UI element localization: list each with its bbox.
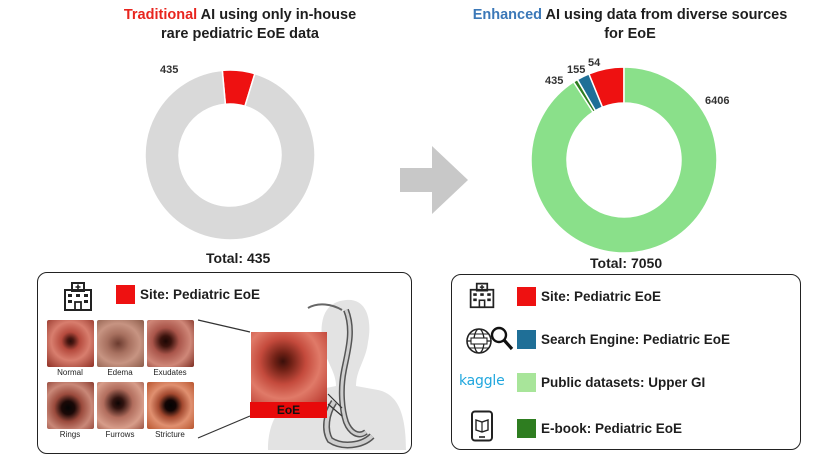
- left-total-label: Total: 435: [206, 250, 271, 266]
- endoscopy-stricture-thumbnail: [147, 382, 194, 429]
- thumb-caption: Furrows: [105, 430, 135, 439]
- donut-slice-public-datasets-upper-gi: [530, 66, 718, 254]
- left-donut-chart: [144, 69, 316, 241]
- hospital-icon: [469, 282, 495, 309]
- legend-swatch: [517, 287, 536, 306]
- title-text-line2: for EoE: [604, 26, 656, 42]
- title-highlight-traditional: Traditional: [123, 7, 198, 23]
- legend-label: Site: Pediatric EoE: [541, 289, 662, 304]
- left-value-label-435: 435: [160, 64, 178, 76]
- right-value-label-155: 155: [567, 64, 585, 76]
- legend-swatch: [517, 330, 536, 349]
- thumb-caption: Rings: [59, 430, 81, 439]
- endoscopy-normal-thumbnail: [47, 320, 94, 367]
- legend-item-search-engine: Search Engine: Pediatric EoE: [517, 330, 730, 349]
- eoe-endoscopy-image: [251, 332, 327, 402]
- legend-label: Site: Pediatric EoE: [140, 287, 261, 302]
- right-chart-title: Enhanced AI using data from diverse sour…: [440, 6, 820, 44]
- hospital-icon: [64, 282, 92, 311]
- endoscopy-exudates-thumbnail: [147, 320, 194, 367]
- right-arrow-icon: [400, 146, 468, 214]
- title-highlight-enhanced: Enhanced: [472, 7, 543, 23]
- globe-search-icon: [466, 326, 514, 354]
- ebook-tablet-icon: [471, 410, 493, 442]
- legend-item-ebook: E-book: Pediatric EoE: [517, 419, 682, 438]
- thumb-caption: Stricture: [155, 430, 185, 439]
- thumb-caption: Edema: [107, 368, 133, 377]
- legend-swatch: [517, 373, 536, 392]
- endoscopy-edema-thumbnail: [97, 320, 144, 367]
- right-value-label-6406: 6406: [705, 95, 729, 107]
- legend-swatch-red: [116, 285, 135, 304]
- title-text: AI using only in-house: [197, 7, 357, 23]
- legend-label: E-book: Pediatric EoE: [541, 421, 683, 436]
- thumb-caption: Normal: [57, 368, 83, 377]
- thumb-caption: Exudates: [153, 368, 187, 377]
- eoe-label: EoE: [250, 402, 327, 418]
- legend-item-public-datasets: Public datasets: Upper GI: [517, 373, 705, 392]
- legend-site-pediatric-eoe: Site: Pediatric EoE: [116, 285, 260, 304]
- right-value-label-54: 54: [588, 57, 601, 69]
- left-chart-title: Traditional AI using only in-house rare …: [80, 6, 400, 44]
- title-text-line2: rare pediatric EoE data: [161, 26, 319, 42]
- endoscopy-rings-thumbnail: [47, 382, 94, 429]
- kaggle-logo: kaggle: [459, 373, 505, 389]
- donut-slice-unused: [144, 69, 316, 241]
- title-text: AI using data from diverse sources: [542, 7, 788, 23]
- legend-label: Public datasets: Upper GI: [541, 375, 706, 390]
- right-donut-chart: [530, 66, 718, 254]
- legend-label: Search Engine: Pediatric EoE: [541, 332, 731, 347]
- legend-item-site: Site: Pediatric EoE: [517, 287, 661, 306]
- right-value-label-435: 435: [545, 75, 563, 87]
- legend-swatch: [517, 419, 536, 438]
- endoscopy-furrows-thumbnail: [97, 382, 144, 429]
- data-sources-panel: [451, 274, 801, 450]
- right-total-label: Total: 7050: [590, 255, 663, 271]
